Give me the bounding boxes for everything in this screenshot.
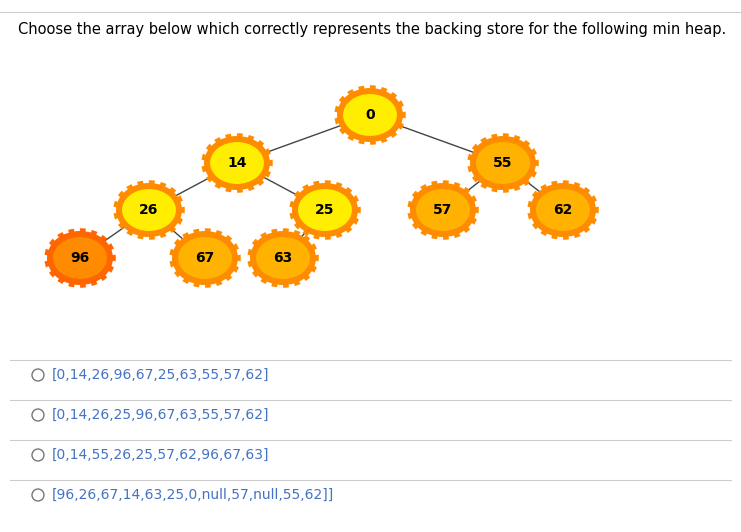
Ellipse shape xyxy=(209,141,265,185)
Ellipse shape xyxy=(177,236,233,280)
Text: 55: 55 xyxy=(494,156,513,170)
Text: [96,26,67,14,63,25,0,null,57,null,55,62]]: [96,26,67,14,63,25,0,null,57,null,55,62]… xyxy=(52,488,334,502)
Ellipse shape xyxy=(292,183,358,237)
Ellipse shape xyxy=(204,136,270,190)
Ellipse shape xyxy=(255,236,311,280)
Ellipse shape xyxy=(535,188,591,232)
Text: 62: 62 xyxy=(554,203,573,217)
Text: [0,14,26,96,67,25,63,55,57,62]: [0,14,26,96,67,25,63,55,57,62] xyxy=(52,368,270,382)
Ellipse shape xyxy=(337,88,403,142)
Text: 63: 63 xyxy=(273,251,293,265)
Ellipse shape xyxy=(415,188,471,232)
Text: 57: 57 xyxy=(433,203,453,217)
Ellipse shape xyxy=(342,93,398,137)
Ellipse shape xyxy=(47,231,113,285)
Text: Choose the array below which correctly represents the backing store for the foll: Choose the array below which correctly r… xyxy=(18,22,726,37)
Text: 26: 26 xyxy=(139,203,159,217)
Ellipse shape xyxy=(172,231,238,285)
Ellipse shape xyxy=(530,183,596,237)
Text: 0: 0 xyxy=(365,108,375,122)
Text: 14: 14 xyxy=(227,156,247,170)
Text: 25: 25 xyxy=(315,203,335,217)
Ellipse shape xyxy=(116,183,182,237)
Text: 96: 96 xyxy=(70,251,90,265)
Ellipse shape xyxy=(410,183,476,237)
Ellipse shape xyxy=(475,141,531,185)
Ellipse shape xyxy=(470,136,536,190)
Ellipse shape xyxy=(250,231,316,285)
Ellipse shape xyxy=(297,188,353,232)
Text: 67: 67 xyxy=(196,251,215,265)
Text: [0,14,55,26,25,57,62,96,67,63]: [0,14,55,26,25,57,62,96,67,63] xyxy=(52,448,270,462)
Ellipse shape xyxy=(52,236,108,280)
Text: [0,14,26,25,96,67,63,55,57,62]: [0,14,26,25,96,67,63,55,57,62] xyxy=(52,408,270,422)
Ellipse shape xyxy=(121,188,177,232)
